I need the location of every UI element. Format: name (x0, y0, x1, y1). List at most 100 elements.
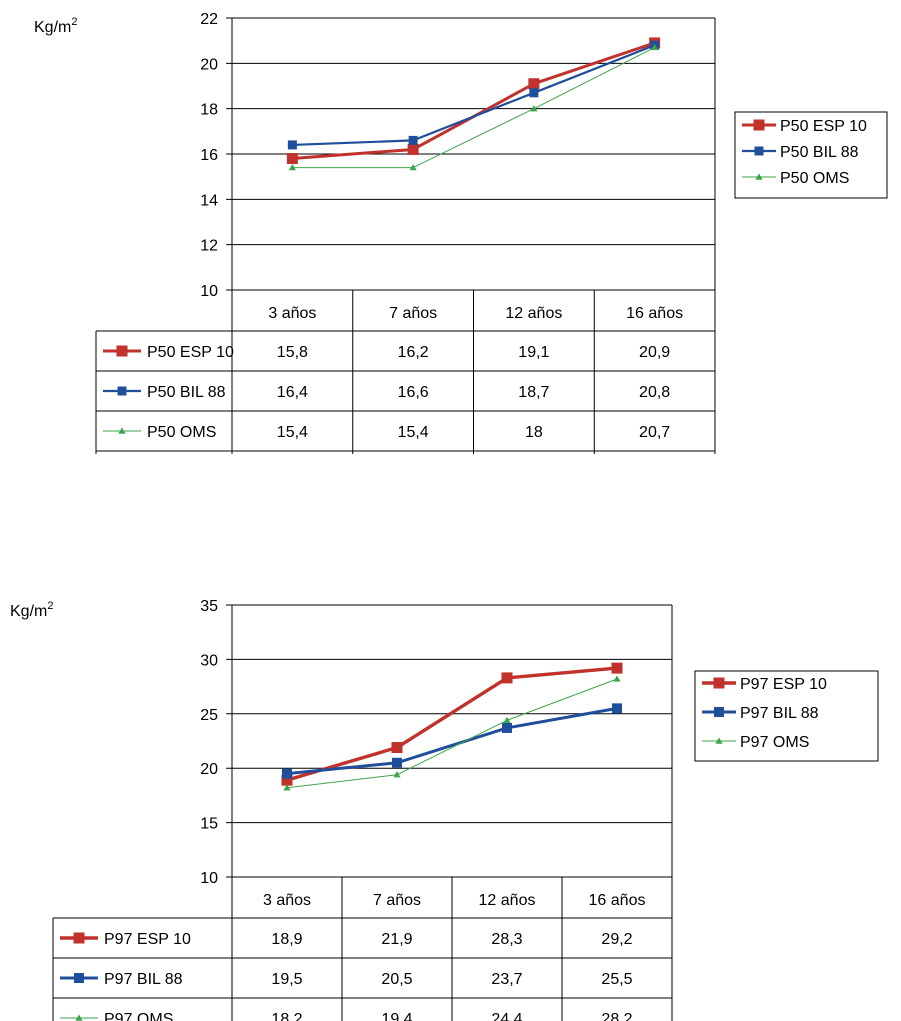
y-tick-label: 16 (200, 147, 218, 164)
table-cell-value: 19,5 (271, 971, 302, 988)
table-cell-value: 20,8 (639, 384, 670, 401)
x-tick-label: 12 años (505, 305, 562, 322)
data-point (287, 140, 297, 150)
x-tick-label: 3 años (268, 305, 316, 322)
y-tick-label: 14 (200, 192, 218, 209)
table-legend-marker (118, 427, 126, 434)
series-line-2 (286, 706, 618, 776)
data-point (408, 135, 418, 145)
data-point (612, 703, 622, 714)
legend-marker (715, 737, 723, 744)
legend-marker (754, 146, 764, 156)
table-cell-value: 16,6 (398, 384, 429, 401)
table-cell-value: 21,9 (381, 931, 412, 948)
legend-marker (713, 677, 725, 689)
y-tick-label: 10 (200, 870, 218, 887)
table-legend-marker (116, 345, 128, 357)
table-cell-value: 15,4 (398, 424, 429, 441)
x-tick-label: 7 años (389, 305, 437, 322)
table-cell-value: 15,4 (277, 424, 308, 441)
table-cell-value: 20,7 (639, 424, 670, 441)
y-tick-label: 20 (200, 56, 218, 73)
series-line-1 (286, 666, 618, 782)
data-point (392, 757, 402, 768)
data-point (288, 164, 296, 171)
table-cell-value: 18 (525, 424, 543, 441)
table-series-name: P97 OMS (104, 1011, 173, 1021)
chart-2: Kg/m2 10 15 20 25 30 35 3 años 7 años 12 años 16 a… (10, 598, 879, 1021)
x-tick-label: 16 años (626, 305, 683, 322)
legend-entry: P50 OMS (780, 170, 849, 187)
x-tick-label: 12 años (479, 892, 536, 909)
data-point (283, 784, 291, 791)
series-line-2 (292, 44, 656, 147)
table-legend-marker (117, 386, 127, 396)
legend-marker (755, 173, 763, 180)
series-line-1 (292, 41, 656, 161)
y-tick-label: 15 (200, 816, 218, 833)
table-cell-value: 20,5 (381, 971, 412, 988)
table-legend-marker (75, 1014, 83, 1021)
y-tick-label: 10 (200, 283, 218, 300)
legend-entry: P50 ESP 10 (780, 118, 867, 135)
table-cell-value: 29,2 (601, 931, 632, 948)
legend-entry: P50 BIL 88 (780, 144, 859, 161)
data-point (407, 143, 419, 155)
data-point (286, 153, 298, 165)
table-cell-value: 28,2 (601, 1011, 632, 1021)
legend-box (694, 670, 879, 762)
y-tick-label: 22 (200, 11, 218, 28)
data-point (611, 662, 623, 674)
data-point (502, 722, 512, 733)
y-axis-label: Kg/m2 (10, 600, 53, 620)
data-point (393, 771, 401, 778)
data-point (651, 43, 659, 51)
x-tick-label: 3 años (263, 892, 311, 909)
table-cell-value: 19,4 (381, 1011, 412, 1021)
table-cell-value: 18,7 (518, 384, 549, 401)
x-tick-label: 16 años (589, 892, 646, 909)
y-tick-label: 20 (200, 761, 218, 778)
data-point (282, 768, 292, 779)
table-series-name: P50 BIL 88 (147, 384, 226, 401)
table-series-name: P97 BIL 88 (104, 971, 183, 988)
data-point (391, 742, 403, 754)
table-series-name: P50 OMS (147, 424, 216, 441)
table-cell-value: 16,4 (277, 384, 308, 401)
table-cell-value: 16,2 (398, 344, 429, 361)
table-cell-value: 19,1 (518, 344, 549, 361)
table-cell-value: 25,5 (601, 971, 632, 988)
data-point (529, 88, 539, 98)
table-cell-value: 15,8 (277, 344, 308, 361)
y-tick-label: 18 (200, 102, 218, 119)
series-line-3 (286, 678, 618, 789)
legend-entry: P97 ESP 10 (740, 676, 827, 693)
legend-entry: P97 OMS (740, 734, 809, 751)
y-tick-label: 35 (200, 598, 218, 615)
data-point (530, 105, 538, 112)
series-line-3 (292, 47, 655, 169)
legend-entry: P97 BIL 88 (740, 705, 819, 722)
y-tick-label: 12 (200, 238, 218, 255)
data-point (501, 672, 513, 684)
chart-1: Kg/m2 10 12 14 16 18 20 22 3 años 7 años 12 años 16… (34, 11, 888, 454)
data-point (409, 164, 417, 171)
table-cell-value: 18,9 (271, 931, 302, 948)
data-point (613, 675, 621, 682)
table-series-name: P50 ESP 10 (147, 344, 234, 361)
table-legend-marker (73, 932, 85, 944)
table-cell-value: 24,4 (491, 1011, 522, 1021)
data-point (281, 774, 293, 786)
table-cell-value: 23,7 (491, 971, 522, 988)
table-cell-value: 18,2 (271, 1011, 302, 1021)
table-cell-value: 20,9 (639, 344, 670, 361)
data-point (528, 78, 540, 90)
table-series-name: P97 ESP 10 (104, 931, 191, 948)
table-legend-marker (74, 973, 84, 983)
y-tick-label: 25 (200, 707, 218, 724)
legend-marker (753, 119, 765, 131)
legend-marker (714, 707, 724, 717)
y-axis-label: Kg/m2 (34, 16, 77, 36)
y-tick-label: 30 (200, 652, 218, 669)
